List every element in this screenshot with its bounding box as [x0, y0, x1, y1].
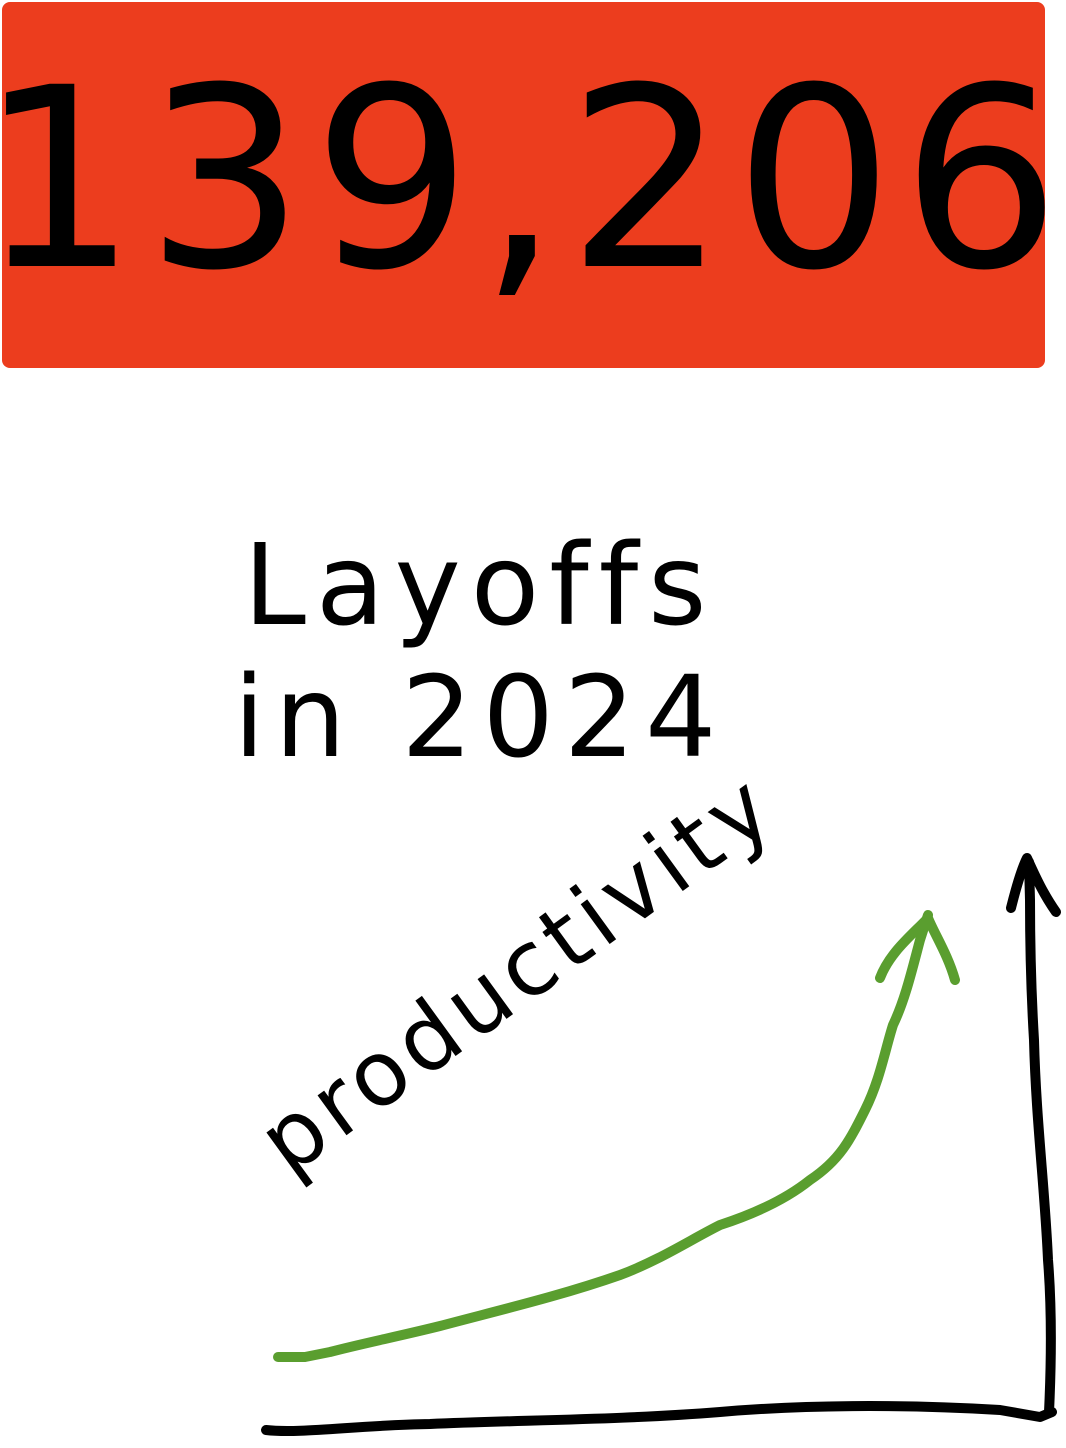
- layoffs-count-banner: 139,206: [0, 2, 1060, 368]
- y-axis-arrow-head: [1006, 853, 1061, 917]
- productivity-label: productivity: [240, 751, 796, 1195]
- x-axis-line: [261, 1401, 1057, 1436]
- layoffs-count: 139,206: [0, 34, 1066, 325]
- page-title: Layoffs in 2024: [150, 520, 810, 784]
- title-line-1: Layoffs: [243, 521, 717, 651]
- title-line-2: in 2024: [233, 653, 727, 783]
- y-axis-line: [1024, 857, 1056, 1417]
- productivity-arrow-head: [875, 913, 960, 985]
